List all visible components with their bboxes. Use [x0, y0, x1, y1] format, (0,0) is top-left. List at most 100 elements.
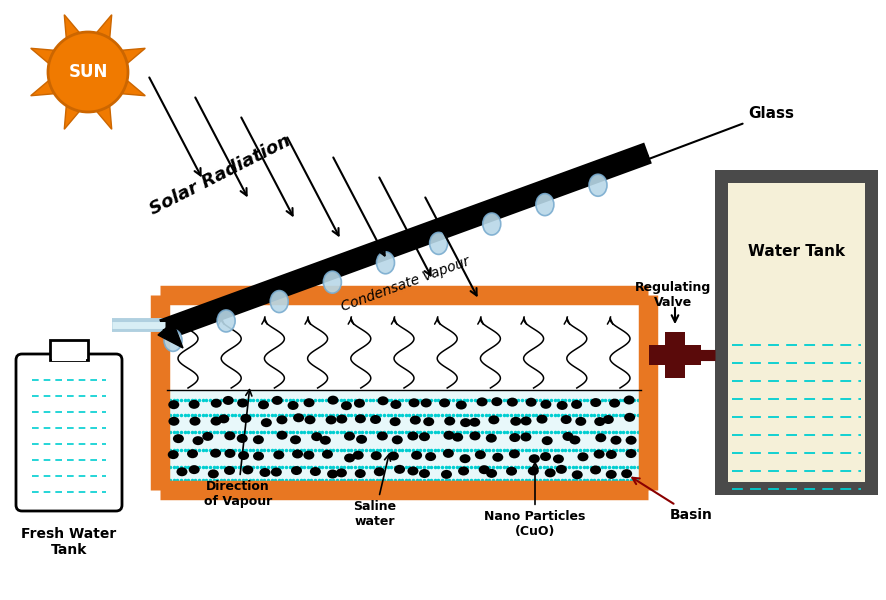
- Polygon shape: [97, 15, 112, 38]
- Ellipse shape: [430, 232, 447, 254]
- Ellipse shape: [388, 452, 399, 461]
- Ellipse shape: [192, 436, 204, 445]
- Ellipse shape: [189, 465, 199, 474]
- Ellipse shape: [276, 431, 288, 440]
- Ellipse shape: [452, 433, 463, 442]
- Ellipse shape: [320, 436, 330, 445]
- Ellipse shape: [377, 252, 394, 274]
- Bar: [728, 183, 865, 482]
- Ellipse shape: [595, 433, 606, 442]
- Ellipse shape: [292, 449, 303, 458]
- Ellipse shape: [493, 453, 503, 462]
- Ellipse shape: [545, 469, 556, 478]
- Text: Condensate Vapour: Condensate Vapour: [339, 254, 471, 314]
- Ellipse shape: [202, 432, 214, 441]
- Circle shape: [48, 32, 128, 112]
- Polygon shape: [158, 322, 183, 348]
- Ellipse shape: [478, 465, 490, 474]
- Ellipse shape: [327, 470, 338, 479]
- Ellipse shape: [536, 194, 554, 215]
- Ellipse shape: [190, 416, 200, 425]
- Ellipse shape: [626, 449, 636, 458]
- Ellipse shape: [537, 415, 548, 424]
- Ellipse shape: [441, 470, 452, 479]
- Ellipse shape: [624, 395, 634, 404]
- Ellipse shape: [336, 469, 347, 478]
- Ellipse shape: [411, 451, 422, 460]
- Ellipse shape: [419, 432, 430, 441]
- Ellipse shape: [391, 400, 401, 409]
- Ellipse shape: [304, 398, 315, 407]
- Polygon shape: [122, 48, 145, 63]
- Ellipse shape: [322, 450, 333, 459]
- Ellipse shape: [390, 417, 400, 426]
- Ellipse shape: [237, 434, 248, 443]
- Ellipse shape: [590, 398, 602, 407]
- Ellipse shape: [168, 417, 180, 426]
- Ellipse shape: [273, 451, 284, 460]
- Text: SUN: SUN: [68, 63, 108, 81]
- Ellipse shape: [290, 435, 301, 444]
- Ellipse shape: [408, 398, 420, 407]
- Ellipse shape: [626, 436, 637, 445]
- Ellipse shape: [563, 432, 573, 441]
- Ellipse shape: [238, 451, 249, 460]
- Ellipse shape: [408, 466, 418, 475]
- Ellipse shape: [509, 449, 520, 458]
- Ellipse shape: [602, 415, 614, 424]
- Ellipse shape: [271, 467, 282, 476]
- FancyBboxPatch shape: [16, 354, 122, 511]
- Text: Direction
of Vapour: Direction of Vapour: [204, 389, 272, 508]
- Ellipse shape: [394, 465, 405, 474]
- Ellipse shape: [589, 174, 607, 196]
- Ellipse shape: [470, 431, 480, 440]
- Bar: [167, 390, 641, 483]
- Ellipse shape: [240, 414, 252, 423]
- Ellipse shape: [528, 466, 539, 475]
- Ellipse shape: [561, 415, 571, 424]
- Ellipse shape: [509, 433, 520, 442]
- Ellipse shape: [506, 467, 517, 476]
- Ellipse shape: [571, 470, 583, 479]
- Ellipse shape: [168, 400, 179, 409]
- Ellipse shape: [344, 454, 355, 463]
- Ellipse shape: [540, 400, 551, 409]
- Ellipse shape: [606, 450, 617, 459]
- Polygon shape: [31, 48, 54, 63]
- Text: Solar Radiation: Solar Radiation: [146, 131, 293, 218]
- Ellipse shape: [590, 466, 601, 475]
- Ellipse shape: [354, 469, 366, 478]
- Ellipse shape: [510, 417, 521, 426]
- Ellipse shape: [575, 417, 587, 426]
- Ellipse shape: [610, 436, 621, 445]
- Ellipse shape: [486, 434, 497, 443]
- Bar: [665, 332, 685, 378]
- Ellipse shape: [310, 467, 321, 476]
- Ellipse shape: [425, 452, 436, 461]
- Ellipse shape: [492, 397, 502, 406]
- Ellipse shape: [270, 290, 288, 313]
- Ellipse shape: [224, 466, 235, 475]
- Ellipse shape: [311, 432, 323, 441]
- Ellipse shape: [303, 451, 315, 460]
- Ellipse shape: [258, 400, 269, 409]
- Ellipse shape: [189, 400, 199, 409]
- Ellipse shape: [439, 398, 450, 407]
- Ellipse shape: [624, 413, 635, 422]
- Ellipse shape: [424, 417, 434, 426]
- Ellipse shape: [291, 466, 302, 475]
- Ellipse shape: [305, 415, 315, 424]
- Ellipse shape: [443, 431, 455, 440]
- Ellipse shape: [621, 469, 632, 478]
- Ellipse shape: [354, 399, 365, 408]
- Ellipse shape: [525, 398, 537, 407]
- Ellipse shape: [167, 450, 179, 459]
- Ellipse shape: [211, 416, 222, 425]
- Polygon shape: [97, 106, 112, 129]
- Ellipse shape: [421, 398, 431, 407]
- Ellipse shape: [272, 396, 283, 405]
- Ellipse shape: [488, 415, 500, 424]
- Ellipse shape: [208, 469, 219, 478]
- Ellipse shape: [419, 469, 430, 478]
- Ellipse shape: [323, 271, 341, 293]
